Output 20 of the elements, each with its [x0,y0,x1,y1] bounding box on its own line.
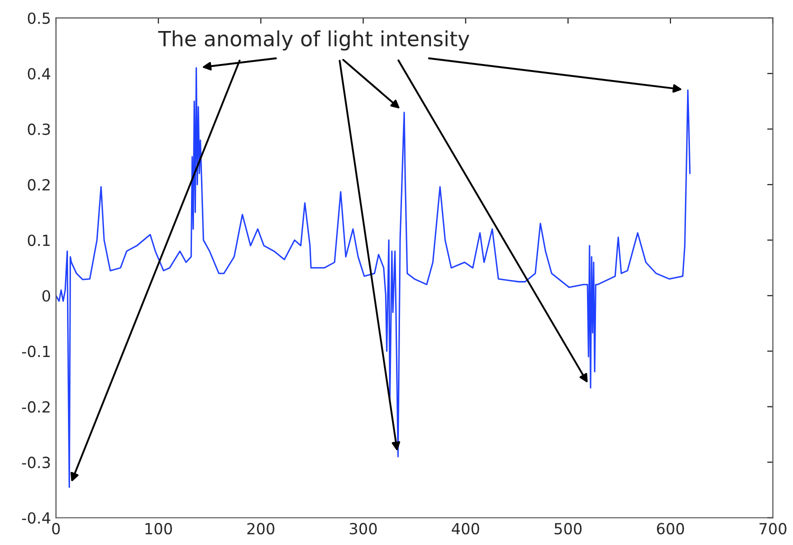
y-tick-label: -0.3 [22,456,50,468]
y-tick-label: 0 [42,290,50,302]
x-tick-label: 400 [452,522,480,534]
y-tick-label: 0.4 [28,68,50,80]
x-tick-label: 200 [247,522,274,534]
x-tick-label: 0 [52,522,60,534]
x-tick-label: 600 [656,522,684,534]
annotation: The anomaly of light intensity [158,30,470,51]
y-tick-label: -0.2 [22,401,50,413]
x-tick-label: 500 [554,522,582,534]
x-tick-label: 300 [350,522,377,534]
x-tick-label: 100 [145,522,172,534]
y-tick-label: 0.3 [28,124,50,136]
x-tick-label: 700 [760,522,786,534]
y-tick-label: 0.5 [28,12,50,24]
y-tick-label: 0.2 [28,179,50,191]
line-series [56,67,691,488]
y-tick-label: -0.1 [22,346,50,358]
y-tick-label: -0.4 [22,512,50,524]
y-tick-label: 0.1 [28,234,50,246]
